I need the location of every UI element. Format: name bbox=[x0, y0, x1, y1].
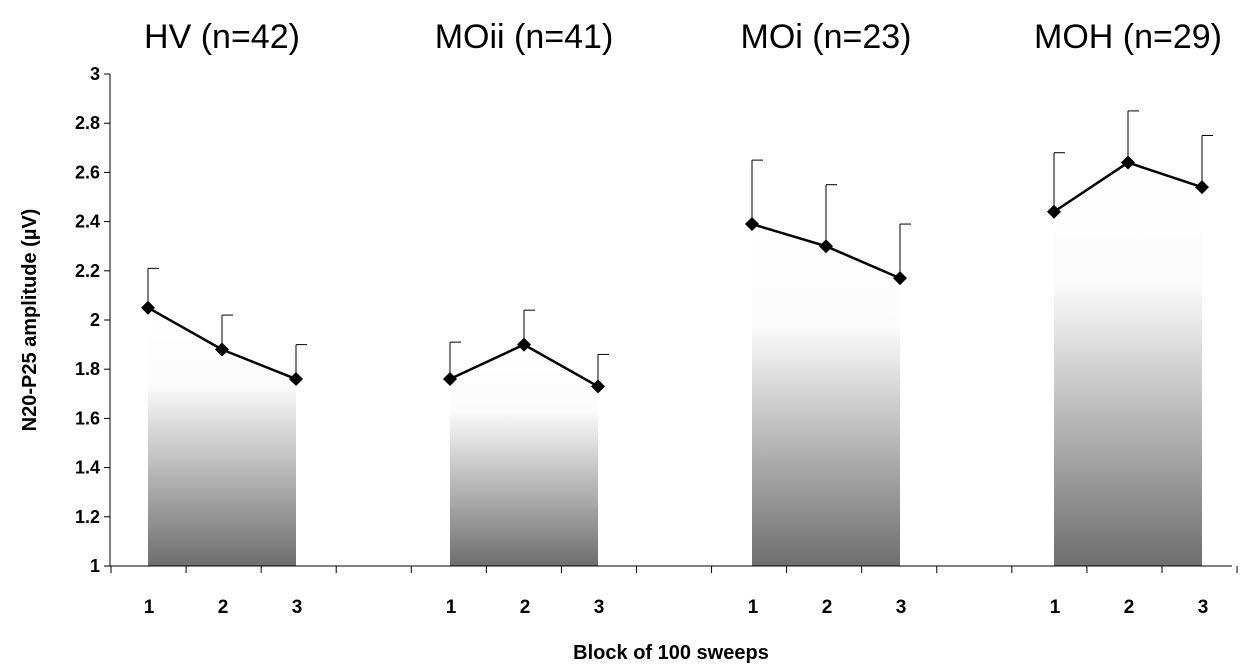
x-tick-label: 2 bbox=[822, 597, 833, 618]
y-tick-label: 2.4 bbox=[75, 212, 100, 232]
group-title: MOii (n=41) bbox=[435, 18, 614, 56]
data-point bbox=[893, 271, 907, 286]
y-tick-label: 1.4 bbox=[75, 458, 100, 478]
data-point bbox=[517, 337, 531, 352]
group-title: MOH (n=29) bbox=[1034, 18, 1222, 56]
data-point bbox=[215, 342, 229, 357]
error-bars bbox=[147, 110, 1213, 387]
group-title: MOi (n=23) bbox=[741, 18, 912, 56]
y-tick-label: 1.8 bbox=[75, 359, 100, 379]
data-point bbox=[141, 300, 155, 315]
data-points bbox=[141, 155, 1209, 394]
series-area bbox=[752, 224, 900, 566]
data-point bbox=[289, 372, 303, 387]
y-axis-title: N20-P25 amplitude (µV) bbox=[19, 209, 41, 432]
data-point bbox=[1121, 155, 1135, 170]
data-point bbox=[443, 372, 457, 387]
group-areas bbox=[148, 162, 1202, 566]
y-tick-label: 1.6 bbox=[75, 408, 100, 428]
x-tick-label: 1 bbox=[446, 597, 457, 618]
x-tick-label: 3 bbox=[292, 597, 303, 618]
y-tick-label: 2.6 bbox=[75, 162, 100, 182]
labels: 1 1.2 1.4 1.6 1.8 2 2.2 2.4 2.6 2.8 3 1 2 3 HV (n=42) 1… bbox=[19, 18, 1222, 664]
data-point bbox=[591, 379, 605, 394]
series-lines bbox=[147, 161, 1203, 388]
x-tick-label: 3 bbox=[896, 597, 907, 618]
data-point bbox=[819, 239, 833, 254]
series-area bbox=[1054, 162, 1202, 566]
group-title: HV (n=42) bbox=[144, 18, 300, 56]
y-tick-label: 2 bbox=[90, 310, 100, 330]
x-tick-label: 2 bbox=[520, 597, 531, 618]
x-tick-label: 3 bbox=[594, 597, 605, 618]
data-point bbox=[1195, 180, 1209, 195]
x-tick-label: 1 bbox=[748, 597, 759, 618]
y-tick-label: 1 bbox=[90, 556, 100, 576]
x-tick-label: 3 bbox=[1198, 597, 1209, 618]
y-tick-label: 3 bbox=[90, 64, 100, 84]
y-tick-label: 1.2 bbox=[75, 507, 100, 527]
series-area bbox=[148, 307, 296, 566]
series-area bbox=[450, 344, 598, 566]
data-point bbox=[745, 217, 759, 232]
y-tick-label: 2.2 bbox=[75, 261, 100, 281]
y-tick-label: 2.8 bbox=[75, 113, 100, 133]
axes bbox=[104, 73, 1238, 573]
x-tick-label: 1 bbox=[1050, 597, 1061, 618]
x-tick-label: 1 bbox=[144, 597, 155, 618]
x-tick-label: 2 bbox=[218, 597, 229, 618]
data-point bbox=[1047, 204, 1061, 219]
x-axis-title: Block of 100 sweeps bbox=[573, 642, 769, 664]
x-tick-label: 2 bbox=[1124, 597, 1135, 618]
